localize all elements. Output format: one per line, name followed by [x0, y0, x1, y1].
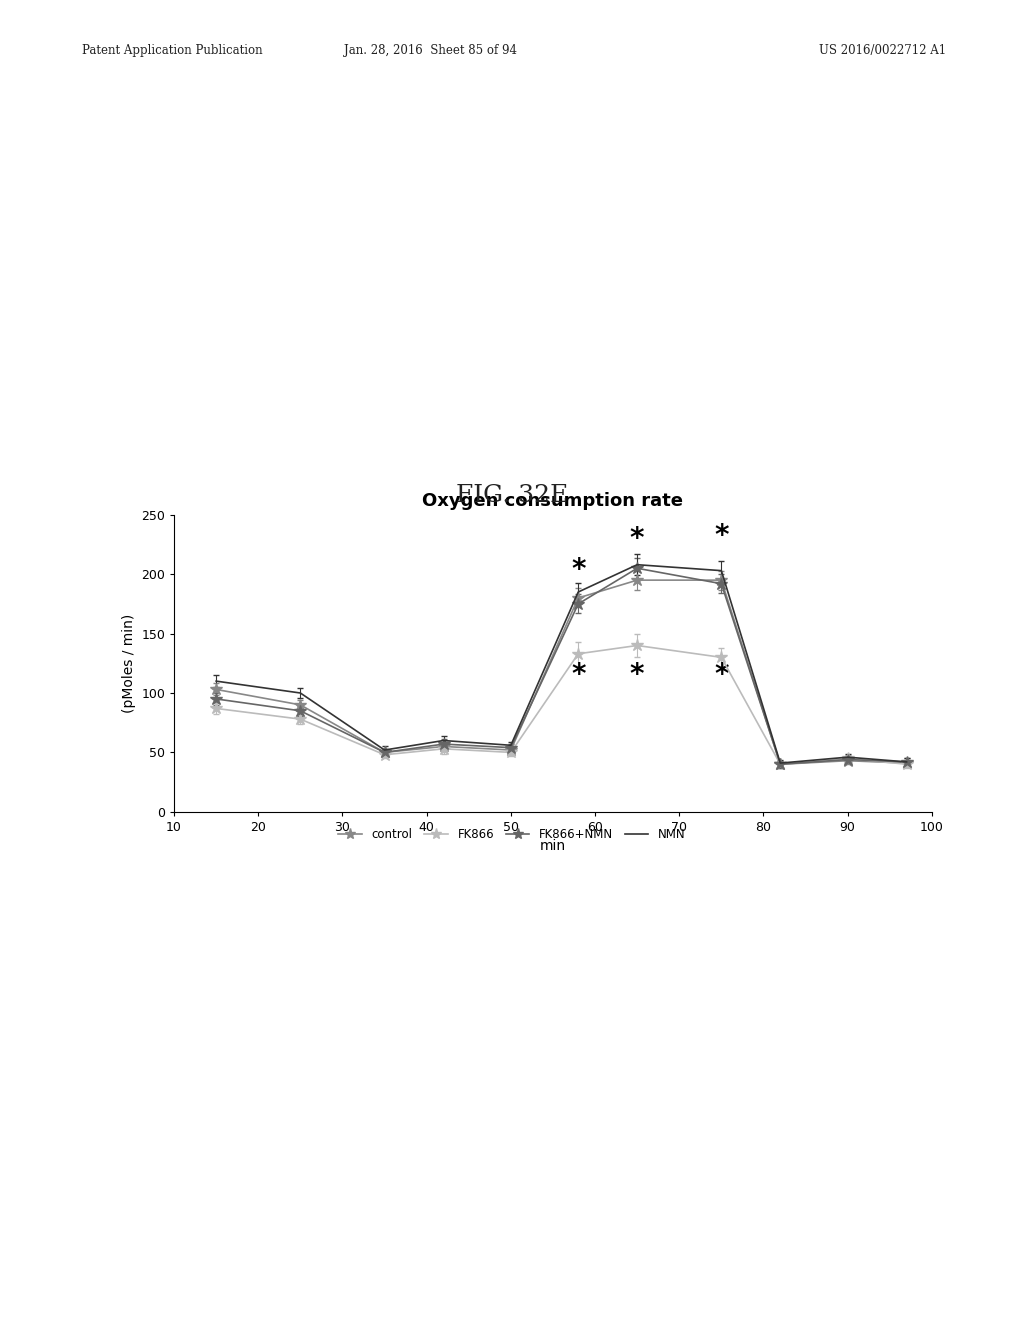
- Text: *: *: [714, 661, 729, 689]
- Text: Jan. 28, 2016  Sheet 85 of 94: Jan. 28, 2016 Sheet 85 of 94: [344, 44, 516, 57]
- Title: Oxygen consumption rate: Oxygen consumption rate: [423, 492, 683, 511]
- Y-axis label: (pMoles / min): (pMoles / min): [122, 614, 135, 713]
- Legend: control, FK866, FK866+NMN, NMN: control, FK866, FK866+NMN, NMN: [334, 824, 690, 846]
- Text: *: *: [571, 556, 586, 583]
- Text: *: *: [630, 661, 644, 689]
- Text: *: *: [630, 525, 644, 553]
- X-axis label: min: min: [540, 840, 566, 854]
- Text: Patent Application Publication: Patent Application Publication: [82, 44, 262, 57]
- Text: US 2016/0022712 A1: US 2016/0022712 A1: [819, 44, 946, 57]
- Text: *: *: [571, 661, 586, 689]
- Text: FIG. 32E: FIG. 32E: [456, 483, 568, 507]
- Text: *: *: [714, 523, 729, 550]
